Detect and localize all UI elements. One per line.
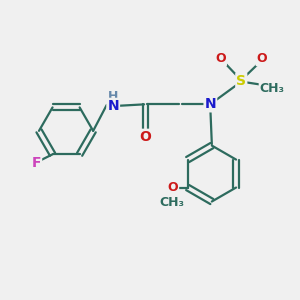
Text: O: O (168, 181, 178, 194)
Text: O: O (140, 130, 152, 144)
Text: CH₃: CH₃ (159, 196, 184, 209)
Text: H: H (108, 90, 119, 103)
Text: O: O (256, 52, 267, 65)
Text: CH₃: CH₃ (260, 82, 285, 95)
Text: O: O (215, 52, 226, 65)
Text: N: N (205, 98, 216, 111)
Text: F: F (32, 156, 41, 170)
Text: N: N (107, 99, 119, 113)
Text: S: S (236, 74, 246, 88)
